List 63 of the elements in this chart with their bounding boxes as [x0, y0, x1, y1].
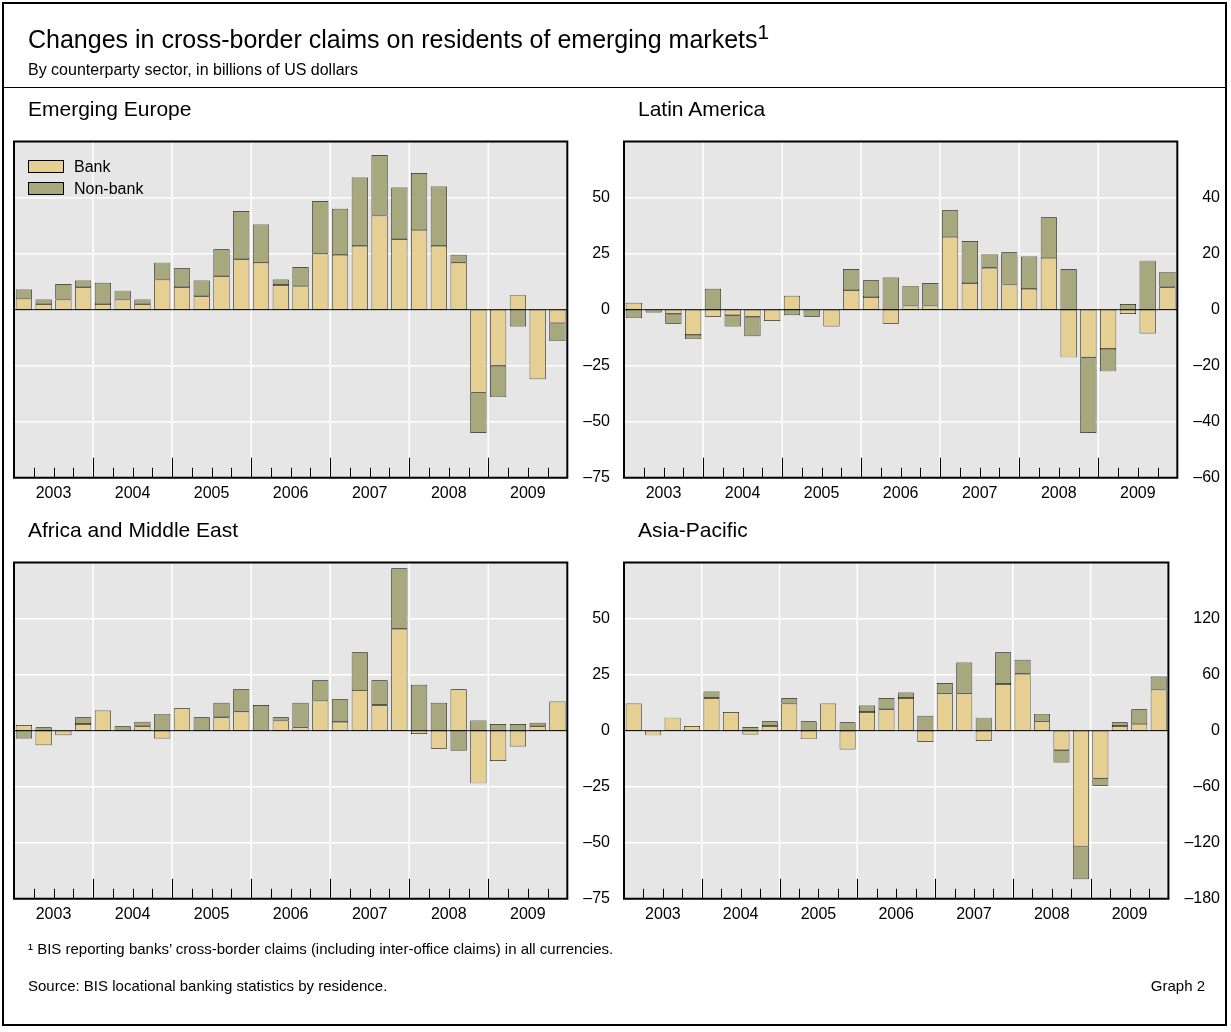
x-tick-label: 2006: [272, 484, 309, 502]
y-tick-label: 0: [601, 721, 611, 739]
text: By counterparty sector, in billions of US dollars: [28, 61, 359, 80]
x-tick-label: 2007: [956, 905, 992, 923]
x-tick-label: 2004: [722, 905, 759, 923]
x-tick-label: 2009: [1119, 484, 1156, 502]
y-tick-label: –180: [1184, 889, 1221, 907]
y-tick-label: 25: [592, 244, 611, 262]
x-tick-label: 2006: [272, 905, 309, 923]
y-tick-label: –60: [1193, 777, 1221, 795]
y-tick-label: 50: [592, 609, 611, 627]
y-tick-label: –75: [583, 889, 611, 907]
caption: Graph 2: [1150, 977, 1205, 995]
x-tick-label: 2003: [35, 484, 72, 502]
x-tick-label: 2007: [351, 484, 388, 502]
x-tick-label: 2003: [645, 905, 681, 923]
x-tick-label: 2008: [430, 905, 467, 923]
y-tick-label: –40: [1193, 412, 1221, 430]
chart-title: Asia-Pacific: [638, 517, 749, 544]
x-tick-label: 2006: [882, 484, 919, 502]
x-tick-label: 2006: [878, 905, 915, 923]
y-tick-label: –75: [583, 468, 611, 486]
x-tick-label: 2005: [193, 905, 230, 923]
source-note: Source: BIS locational banking statistics by residence.: [28, 977, 388, 995]
x-tick-label: 2008: [1033, 905, 1070, 923]
y-tick-label: –60: [1193, 468, 1221, 486]
y-tick-label: –25: [583, 356, 611, 374]
x-tick-label: 2007: [351, 905, 388, 923]
x-tick-label: 2009: [509, 484, 546, 502]
text: ¹ BIS reporting banks’ cross-border claims (including inter-office claims) in all currencies.: [28, 940, 615, 958]
x-tick-label: 2005: [193, 484, 230, 502]
y-tick-label: 0: [1211, 300, 1221, 318]
y-tick-label: 0: [1211, 721, 1221, 739]
y-tick-label: 40: [1202, 188, 1221, 206]
legend-label: Bank: [74, 157, 111, 176]
y-tick-label: 25: [592, 665, 611, 683]
y-tick-label: 20: [1202, 244, 1221, 262]
text: Changes in cross-border claims on residents of emerging markets$^{1}$: [28, 19, 771, 56]
x-tick-label: 2004: [724, 484, 761, 502]
y-tick-label: 0: [601, 300, 611, 318]
chart-title: Latin America: [638, 96, 767, 123]
x-tick-label: 2008: [430, 484, 467, 502]
x-tick-label: 2004: [114, 484, 151, 502]
legend-label: Non-bank: [74, 179, 144, 198]
y-tick-label: –25: [583, 777, 611, 795]
y-tick-label: 60: [1202, 665, 1221, 683]
chart-title: Emerging Europe: [28, 96, 193, 123]
y-tick-label: –20: [1193, 356, 1221, 374]
x-tick-label: 2007: [961, 484, 998, 502]
y-tick-label: –120: [1184, 833, 1221, 851]
y-tick-label: 50: [592, 188, 611, 206]
x-tick-label: 2008: [1040, 484, 1077, 502]
x-tick-label: 2003: [645, 484, 682, 502]
x-tick-label: 2009: [1111, 905, 1148, 923]
x-tick-label: 2004: [114, 905, 151, 923]
x-tick-label: 2009: [509, 905, 546, 923]
y-tick-label: –50: [583, 412, 611, 430]
x-tick-label: 2003: [35, 905, 72, 923]
x-tick-label: 2005: [800, 905, 837, 923]
y-tick-label: –50: [583, 833, 611, 851]
x-tick-label: 2005: [803, 484, 840, 502]
chart-title: Africa and Middle East: [28, 517, 240, 544]
y-tick-label: 120: [1193, 609, 1221, 627]
